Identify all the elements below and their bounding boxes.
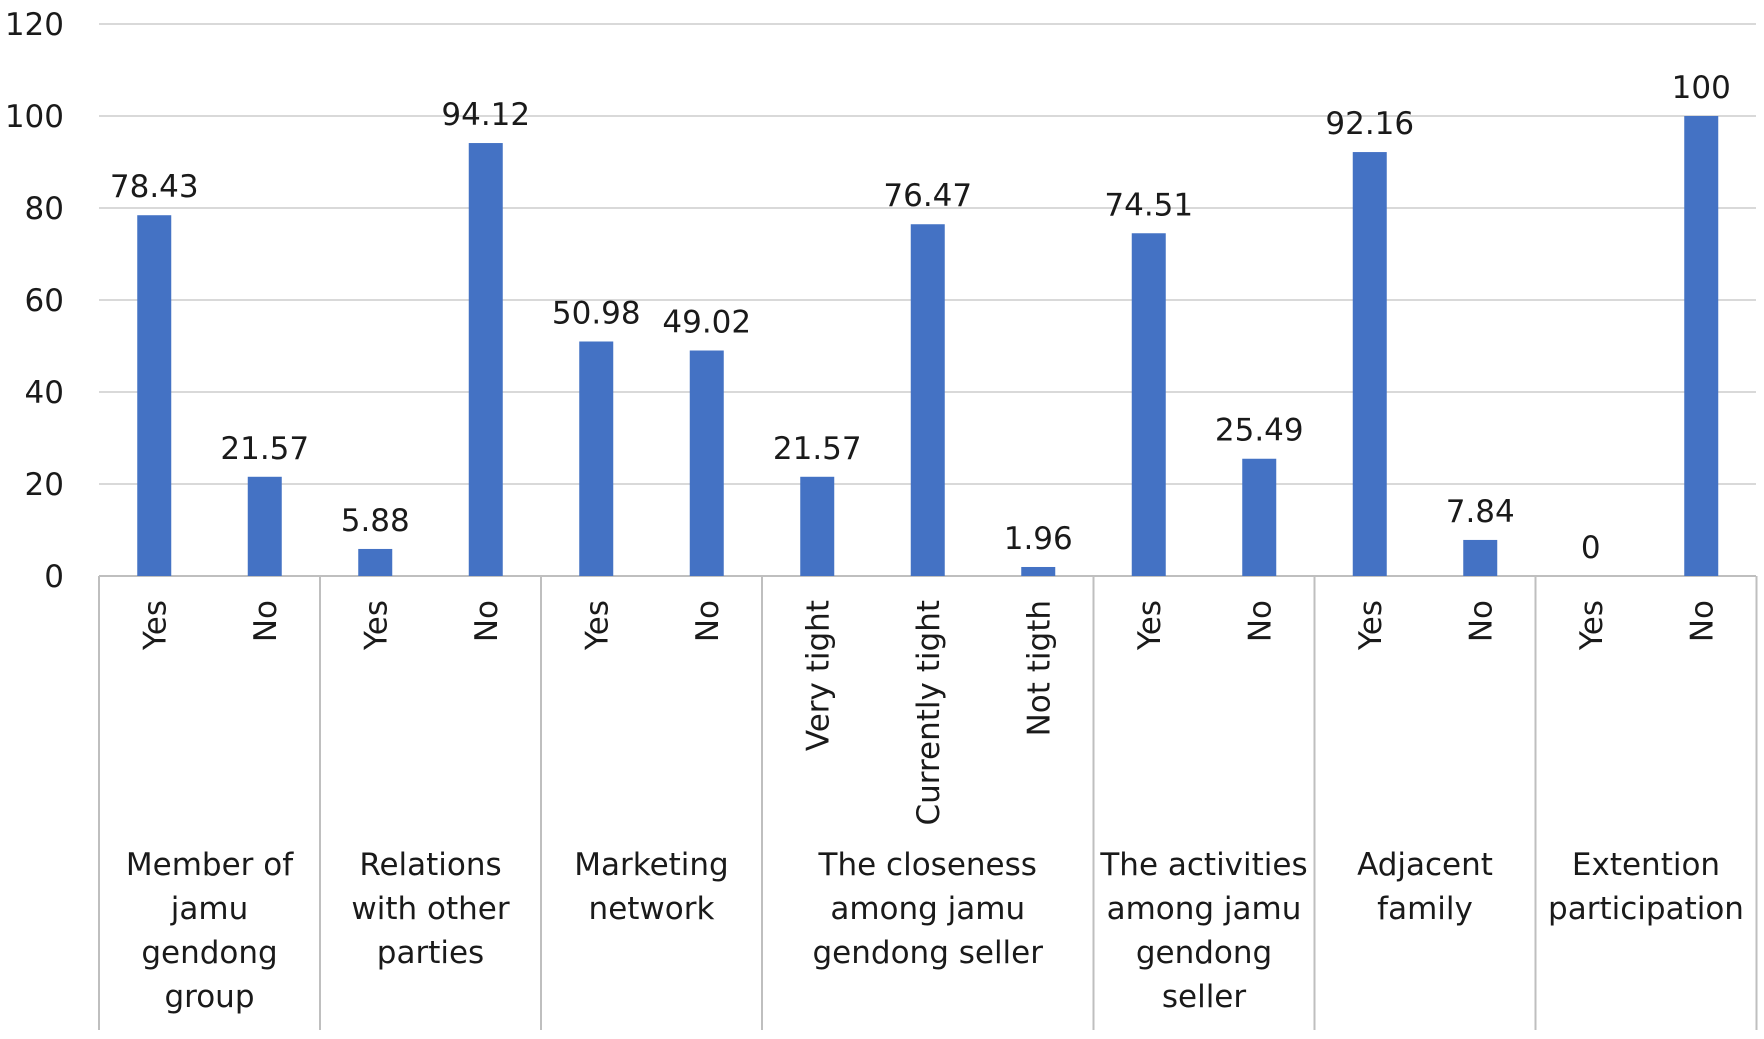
data-label: 49.02 xyxy=(662,305,751,341)
group-label: Extention xyxy=(1572,847,1720,883)
bar xyxy=(910,224,945,576)
data-label: 74.51 xyxy=(1104,187,1193,223)
group-label: network xyxy=(589,891,715,927)
y-tick-label: 60 xyxy=(25,283,64,319)
bar xyxy=(1352,152,1387,576)
data-label: 92.16 xyxy=(1325,106,1414,142)
category-label: No xyxy=(1684,600,1720,642)
bar xyxy=(1463,539,1498,576)
group-label: among jamu xyxy=(1107,891,1302,927)
category-label: No xyxy=(248,600,284,642)
bar xyxy=(1021,566,1056,576)
group-label: parties xyxy=(377,935,484,971)
data-label: 7.84 xyxy=(1446,494,1515,530)
data-label: 94.12 xyxy=(441,97,530,133)
data-label: 50.98 xyxy=(552,295,641,331)
category-label: Yes xyxy=(358,600,394,651)
group-label: seller xyxy=(1162,979,1247,1015)
data-label: 21.57 xyxy=(220,431,309,467)
group-label: family xyxy=(1377,891,1473,927)
data-label: 25.49 xyxy=(1215,413,1304,449)
bar xyxy=(247,476,282,576)
bar xyxy=(468,143,503,576)
data-label: 1.96 xyxy=(1004,521,1073,557)
y-tick-label: 40 xyxy=(25,375,64,411)
data-label: 0 xyxy=(1581,530,1601,566)
category-label: Yes xyxy=(137,600,173,651)
data-label: 76.47 xyxy=(883,178,972,214)
bar xyxy=(800,476,835,576)
category-label: Currently tight xyxy=(911,600,947,826)
category-label: Yes xyxy=(1574,600,1610,651)
category-label: No xyxy=(469,600,505,642)
bar xyxy=(137,215,172,577)
bar xyxy=(358,548,393,576)
category-label: No xyxy=(1242,600,1278,642)
bar xyxy=(1684,116,1719,576)
y-tick-label: 20 xyxy=(25,467,64,503)
group-label: Marketing xyxy=(574,847,729,883)
data-label: 100 xyxy=(1672,70,1731,106)
group-label: gendong xyxy=(1136,935,1272,971)
category-label: No xyxy=(1463,600,1499,642)
group-label: among jamu xyxy=(830,891,1025,927)
y-tick-label: 0 xyxy=(44,559,64,595)
y-tick-label: 120 xyxy=(5,7,64,43)
group-label: jamu xyxy=(170,891,248,927)
group-label: Adjacent xyxy=(1357,847,1493,883)
group-label: gendong seller xyxy=(813,935,1044,971)
data-label: 21.57 xyxy=(773,431,862,467)
y-tick-label: 100 xyxy=(5,99,64,135)
data-label: 5.88 xyxy=(341,503,410,539)
category-label: Yes xyxy=(1132,600,1168,651)
group-label: participation xyxy=(1548,891,1744,927)
bar xyxy=(1131,233,1166,576)
group-label: The closeness xyxy=(818,847,1037,883)
category-label: Not tigth xyxy=(1021,600,1057,736)
category-label: No xyxy=(690,600,726,642)
group-label: Relations xyxy=(359,847,501,883)
category-label: Very tight xyxy=(800,600,836,751)
group-label: with other xyxy=(351,891,509,927)
group-label: group xyxy=(164,979,254,1015)
bar xyxy=(1242,458,1277,576)
bar xyxy=(579,341,614,576)
bar xyxy=(689,350,724,576)
y-tick-label: 80 xyxy=(25,191,64,227)
group-label: The activities xyxy=(1099,847,1307,883)
group-label: gendong xyxy=(141,935,277,971)
category-label: Yes xyxy=(1353,600,1389,651)
group-label: Member of xyxy=(126,847,294,883)
category-label: Yes xyxy=(579,600,615,651)
data-label: 78.43 xyxy=(110,169,199,205)
